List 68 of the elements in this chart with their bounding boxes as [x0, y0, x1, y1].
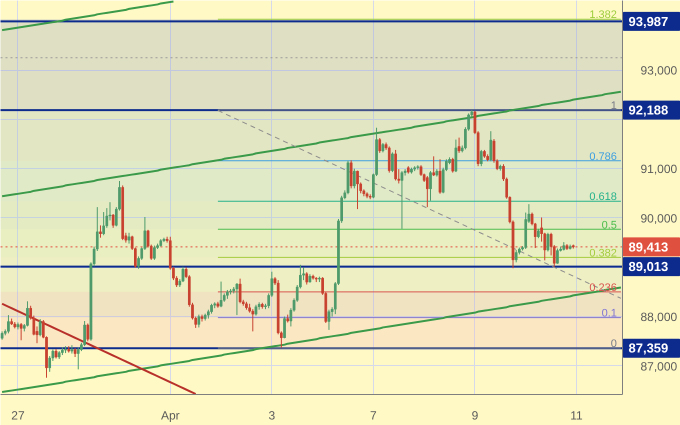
candlestick: [352, 168, 356, 189]
ref-line-label: 89,013: [628, 259, 668, 274]
candlestick: [238, 278, 242, 304]
series-label: 0.5: [602, 219, 617, 232]
candlestick: [128, 232, 130, 244]
candlestick: [182, 266, 184, 283]
y-tick-label: 91,000: [640, 162, 678, 176]
series-label: 1.382: [589, 9, 617, 22]
candlestick: [391, 152, 394, 173]
x-tick-label: 3: [268, 408, 276, 422]
candlestick: [382, 142, 384, 153]
y-tick-label: 87,000: [640, 359, 678, 374]
candlestick: [350, 160, 353, 189]
candlestick: [514, 250, 518, 263]
x-tick-label: 7: [370, 408, 378, 422]
candlestick: [236, 282, 238, 316]
candlestick: [38, 318, 42, 337]
series-label: 1: [610, 100, 617, 112]
candlestick: [426, 176, 429, 208]
candlestick: [454, 139, 458, 173]
candlestick: [328, 309, 330, 330]
candlestick: [112, 214, 115, 228]
series-label: 0.618: [589, 191, 617, 204]
candlestick: [254, 304, 258, 316]
candlestick: [451, 157, 454, 174]
candlestick: [432, 156, 436, 177]
candlestick: [102, 212, 105, 236]
series-label: 0.382: [589, 247, 617, 260]
candlestick: [489, 130, 492, 162]
candlestick: [83, 320, 86, 347]
candlestick: [54, 348, 58, 360]
candlestick: [388, 146, 391, 174]
candlestick: [220, 281, 222, 308]
candlestick: [20, 322, 22, 341]
y-tick-label: 90,000: [640, 211, 678, 226]
candlestick: [438, 158, 442, 194]
y-tick-label: 93,000: [640, 64, 678, 78]
candlestick: [7, 314, 10, 334]
series-label: 0.786: [589, 150, 617, 163]
candlestick: [153, 245, 156, 260]
x-tick-label: 9: [472, 408, 479, 422]
candlestick: [429, 170, 432, 202]
candlestick: [197, 314, 200, 328]
y-tick-label: 88,000: [640, 310, 678, 324]
series-label: 0.1: [602, 308, 617, 320]
ref-line-label: 89,413: [628, 239, 668, 254]
candlestick: [86, 322, 90, 342]
candlestick: [556, 248, 559, 264]
x-tick-label: Apr: [160, 408, 180, 422]
ref-line-label: 92,188: [628, 102, 668, 118]
candlestick: [400, 170, 404, 230]
candlestick: [378, 138, 382, 154]
candlestick: [210, 303, 213, 314]
candlestick: [283, 316, 286, 339]
candlestick: [480, 149, 483, 167]
x-tick-label: 11: [570, 408, 584, 422]
candlestick: [537, 228, 540, 239]
ref-line-label: 87,359: [628, 340, 668, 356]
line-series: [1, 302, 197, 394]
candlestick: [356, 170, 359, 210]
candlestick: [305, 272, 308, 286]
x-tick-label: 27: [11, 408, 25, 422]
candlestick: [546, 232, 550, 252]
ref-line-label: 93,987: [628, 14, 668, 29]
line-series: [217, 110, 622, 299]
line-series: [1, 0, 174, 32]
candlestick: [99, 224, 102, 238]
candlestick: [458, 137, 460, 154]
